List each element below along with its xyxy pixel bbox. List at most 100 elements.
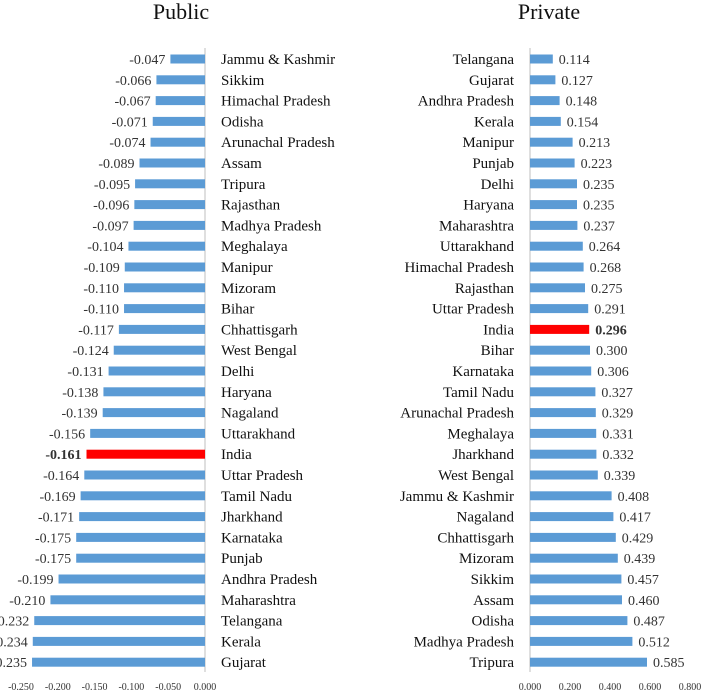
private-bar <box>530 387 596 397</box>
private-bar <box>530 179 577 189</box>
private-category-label: Karnataka <box>452 364 514 380</box>
private-category-label: Uttarakhand <box>440 239 515 255</box>
public-bar <box>32 636 205 646</box>
public-tick-label: -0.200 <box>45 682 71 692</box>
private-bar <box>530 657 647 667</box>
private-bar <box>530 636 633 646</box>
private-value-label: 0.327 <box>601 386 633 401</box>
public-tick-label: -0.050 <box>155 682 181 692</box>
private-category-label: Punjab <box>472 156 514 172</box>
public-bar <box>170 54 205 64</box>
private-bar <box>530 324 590 334</box>
public-value-label: -0.104 <box>87 240 123 255</box>
public-category-label: Delhi <box>221 364 254 380</box>
public-category-label: Sikkim <box>221 73 265 89</box>
public-category-label: Odisha <box>221 114 264 130</box>
public-value-label: -0.139 <box>62 407 98 422</box>
public-value-label: -0.164 <box>43 469 79 484</box>
private-bar <box>530 345 590 355</box>
public-value-label: -0.067 <box>115 95 151 110</box>
private-category-label: Kerala <box>474 114 514 130</box>
private-bar <box>530 491 612 501</box>
public-category-label: Andhra Pradesh <box>221 572 318 588</box>
public-category-label: Rajasthan <box>221 198 281 214</box>
public-category-label: Arunachal Pradesh <box>221 135 335 151</box>
public-value-label: -0.089 <box>98 157 134 172</box>
private-value-label: 0.264 <box>589 240 621 255</box>
public-bar <box>135 179 205 189</box>
public-bar <box>79 512 205 522</box>
public-bar <box>113 345 205 355</box>
public-category-label: Assam <box>221 156 262 172</box>
private-value-label: 0.296 <box>595 323 627 338</box>
private-tick-label: 0.200 <box>559 682 582 692</box>
public-category-label: Himachal Pradesh <box>221 94 331 110</box>
public-value-label: -0.131 <box>67 365 103 380</box>
private-bar <box>530 532 616 542</box>
public-value-label: -0.110 <box>83 282 119 297</box>
public-bar <box>76 532 205 542</box>
private-category-label: India <box>483 322 514 338</box>
public-bar <box>134 200 205 210</box>
private-value-label: 0.127 <box>561 74 593 89</box>
public-category-label: Uttarakhand <box>221 426 296 442</box>
private-category-label: Maharashtra <box>439 218 514 234</box>
private-bar <box>530 616 628 626</box>
private-category-label: Tamil Nadu <box>443 385 515 401</box>
private-bar <box>530 283 585 293</box>
private-value-label: 0.339 <box>604 469 636 484</box>
public-bar <box>58 574 206 584</box>
private-category-label: Andhra Pradesh <box>418 94 515 110</box>
public-bar <box>124 304 205 314</box>
private-tick-label: 0.400 <box>599 682 622 692</box>
public-bar <box>124 283 205 293</box>
public-bar <box>80 491 205 501</box>
private-value-label: 0.429 <box>622 531 654 546</box>
private-value-label: 0.114 <box>559 53 590 68</box>
public-category-label: Manipur <box>221 260 273 276</box>
public-tick-label: -0.100 <box>118 682 144 692</box>
public-value-label: -0.110 <box>83 303 119 318</box>
public-bar <box>76 553 205 563</box>
private-category-label: Sikkim <box>471 572 515 588</box>
private-value-label: 0.457 <box>627 573 659 588</box>
private-category-label: Gujarat <box>469 73 515 89</box>
public-value-label: -0.066 <box>115 74 151 89</box>
private-category-label: Mizoram <box>459 551 514 567</box>
private-chart-title: Private <box>518 0 580 24</box>
public-category-label: Jammu & Kashmir <box>221 52 335 68</box>
private-tick-label: 0.000 <box>519 682 542 692</box>
public-bar <box>102 408 205 418</box>
private-bar <box>530 262 584 272</box>
private-bar <box>530 366 592 376</box>
private-category-label: Bihar <box>481 343 514 359</box>
public-category-label: Kerala <box>221 634 261 650</box>
public-bar <box>150 137 205 147</box>
private-value-label: 0.417 <box>619 511 651 526</box>
public-value-label: -0.074 <box>109 136 145 151</box>
public-value-label: -0.232 <box>0 615 29 630</box>
public-value-label: -0.169 <box>39 490 75 505</box>
public-value-label: -0.235 <box>0 656 27 671</box>
public-category-label: Nagaland <box>221 406 279 422</box>
private-value-label: 0.487 <box>633 615 665 630</box>
private-bar <box>530 595 622 605</box>
private-value-label: 0.408 <box>618 490 650 505</box>
private-category-label: Tripura <box>470 655 515 671</box>
private-bar <box>530 553 618 563</box>
public-category-label: Uttar Pradesh <box>221 468 304 484</box>
private-category-label: Haryana <box>463 198 514 214</box>
public-value-label: -0.199 <box>17 573 53 588</box>
private-value-label: 0.235 <box>583 178 615 193</box>
public-category-label: Madhya Pradesh <box>221 218 322 234</box>
public-category-label: Haryana <box>221 385 272 401</box>
public-value-label: -0.234 <box>0 635 28 650</box>
public-category-label: Gujarat <box>221 655 267 671</box>
private-category-label: Manipur <box>462 135 514 151</box>
public-value-label: -0.109 <box>84 261 120 276</box>
private-value-label: 0.148 <box>566 95 598 110</box>
public-bar <box>155 96 205 106</box>
public-tick-label: 0.000 <box>194 682 217 692</box>
private-category-label: Uttar Pradesh <box>432 302 515 318</box>
